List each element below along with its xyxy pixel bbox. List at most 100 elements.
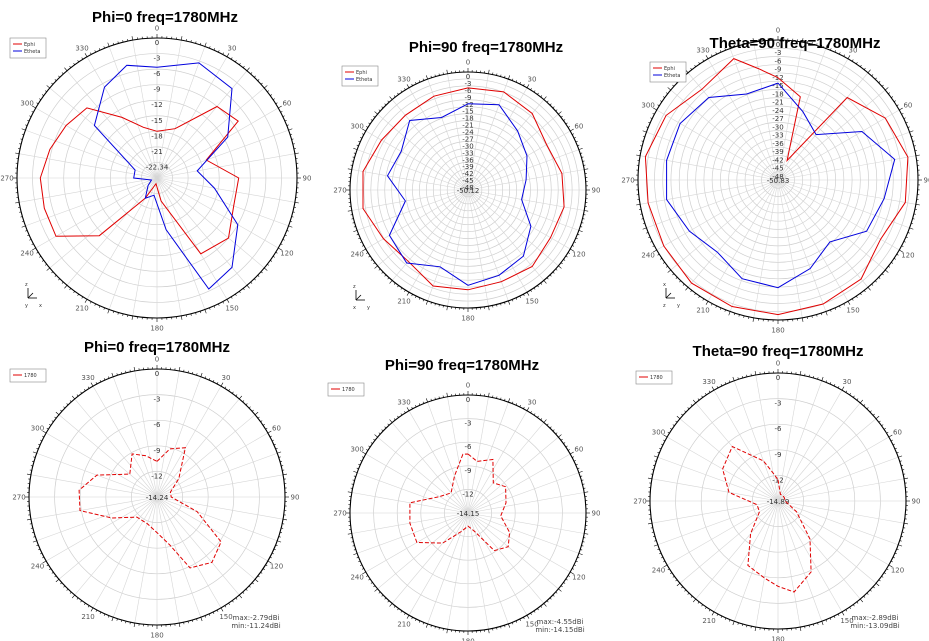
angle-tick-label: 0	[155, 356, 159, 364]
rim-tick	[389, 96, 393, 100]
angle-tick-label: 180	[150, 632, 163, 640]
radial-tick-label: -9	[465, 467, 472, 475]
grid-spoke	[156, 376, 202, 498]
rim-tick	[200, 617, 203, 622]
grid-spoke	[646, 131, 779, 181]
grid-spoke	[156, 414, 256, 498]
rim-tick	[239, 594, 243, 599]
angle-tick-label: 300	[350, 123, 363, 131]
angle-tick-label: 90	[592, 510, 601, 518]
rim-tick	[705, 301, 709, 305]
series-line-etheta	[666, 82, 896, 289]
rim-tick	[558, 434, 562, 438]
rim-tick	[570, 451, 574, 455]
grid-spoke	[777, 179, 910, 229]
rim-tick	[752, 317, 754, 322]
rim-tick	[362, 128, 366, 132]
grid-spoke	[156, 452, 278, 498]
grid-spoke	[357, 189, 469, 231]
radial-tick-label: -6	[775, 425, 783, 433]
grid-spoke	[777, 42, 803, 181]
grid-spoke	[134, 370, 158, 498]
radial-tick-label: -3	[154, 55, 161, 63]
grid-spoke	[777, 179, 869, 288]
rim-tick	[220, 382, 224, 387]
radial-tick-label: -39	[462, 163, 473, 171]
angle-tick-label: 300	[641, 102, 654, 110]
rim-tick	[841, 611, 845, 616]
radial-tick-label: -15	[462, 108, 473, 116]
radial-tick-label: -15	[772, 82, 783, 90]
axis-glyph-label: y	[25, 303, 28, 309]
radial-tick-label: -36	[462, 156, 474, 164]
grid-spoke	[156, 496, 202, 618]
rim-tick	[15, 152, 20, 154]
grid-spoke	[777, 179, 900, 251]
grid-spoke	[467, 422, 545, 514]
series-line-ephi	[644, 58, 909, 316]
outer-circle	[649, 372, 907, 630]
angle-tick-label: 210	[397, 620, 410, 628]
grid-spoke	[58, 414, 158, 498]
angle-tick-label: 210	[397, 297, 410, 305]
rim-tick	[389, 280, 393, 284]
grid-spoke	[467, 512, 585, 534]
axis-triad-icon: x z y	[663, 282, 680, 309]
rim-tick	[178, 366, 181, 371]
rim-tick	[21, 128, 26, 131]
rim-tick	[362, 248, 366, 252]
grid-spoke	[377, 189, 469, 267]
rim-tick	[362, 571, 366, 575]
angle-tick-label: 180	[461, 315, 474, 323]
angle-tick-label: 180	[461, 638, 474, 641]
rim-tick	[847, 55, 851, 59]
grid-spoke	[74, 496, 158, 596]
radial-tick-label: -48	[462, 184, 473, 192]
rim-tick	[692, 399, 696, 404]
rim-tick	[526, 615, 530, 619]
rim-tick	[888, 434, 893, 438]
grid-spoke	[156, 56, 228, 179]
rim-tick	[446, 392, 448, 397]
rim-tick	[642, 130, 647, 133]
radial-tick-label: -6	[465, 443, 473, 451]
rim-tick	[653, 455, 658, 458]
outer-circle	[349, 394, 587, 632]
rim-tick	[84, 299, 88, 303]
rim-tick	[526, 292, 530, 296]
rim-tick	[898, 455, 903, 458]
grid-spoke	[777, 436, 890, 502]
angle-tick-label: 90	[924, 177, 929, 185]
grid-spoke	[467, 436, 559, 514]
rim-tick	[347, 210, 352, 212]
grid-spoke	[467, 189, 579, 231]
grid-spoke	[408, 189, 469, 293]
radial-tick-label: 0	[776, 374, 780, 382]
rim-tick	[283, 473, 288, 476]
outer-circle	[16, 37, 298, 319]
radial-tick-label: -48	[772, 173, 783, 181]
grid-spoke	[467, 396, 489, 514]
angle-tick-label: 240	[350, 251, 363, 259]
rim-tick	[647, 477, 652, 480]
radial-min-label: -50.83	[767, 177, 790, 185]
grid-spoke	[467, 512, 559, 590]
grid-spoke	[156, 496, 256, 580]
grid-spoke	[408, 512, 469, 616]
grid-spoke	[156, 40, 182, 179]
rim-tick	[178, 623, 181, 628]
angle-tick-label: 150	[225, 304, 238, 312]
rim-tick	[904, 477, 909, 480]
grid-spoke	[777, 500, 861, 600]
legend-label: 1780	[650, 375, 663, 381]
rim-tick	[277, 451, 282, 454]
rim-tick	[353, 470, 358, 473]
angle-tick-label: 300	[652, 429, 665, 437]
grid-spoke	[679, 418, 779, 502]
rim-tick	[425, 75, 428, 80]
polar-chart-4: 0 30 60 90 120 150 180 210 240 270 300 330 0 -3 -6 -9 -1…	[9, 339, 299, 640]
radial-tick-label: -9	[775, 451, 782, 459]
grid-spoke	[156, 153, 295, 179]
grid-spoke	[755, 374, 779, 502]
angle-tick-label: 0	[466, 59, 470, 67]
